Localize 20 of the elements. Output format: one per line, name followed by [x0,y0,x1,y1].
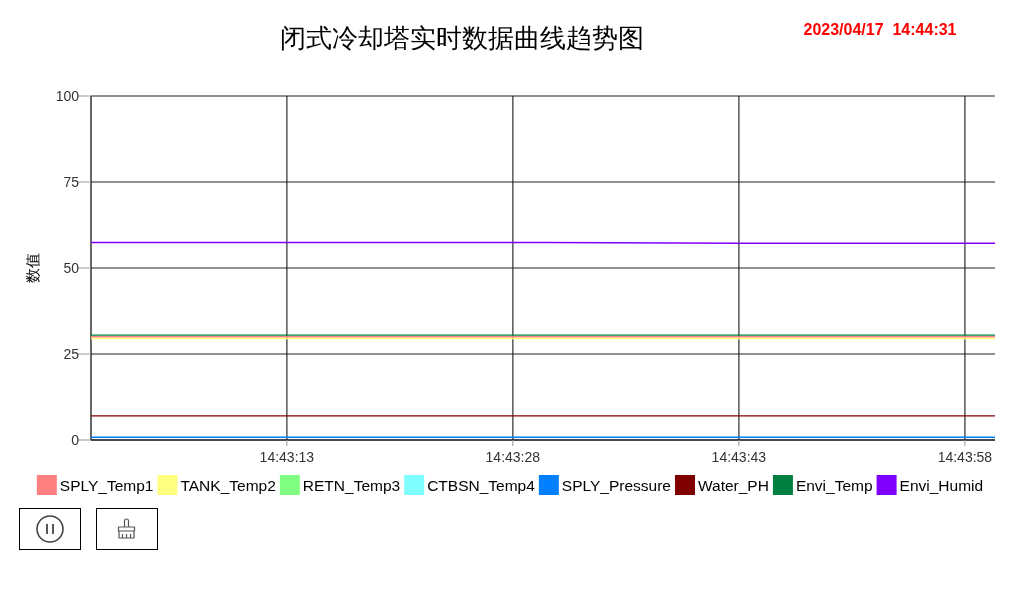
legend-label: RETN_Temp3 [302,476,401,494]
y-tick-label: 100 [55,88,80,104]
y-tick-label: 50 [63,260,80,276]
legend-label: Water_PH [697,476,769,494]
y-tick-label: 0 [71,432,80,448]
x-tick-label: 14:43:13 [259,449,315,465]
legend-label: CTBSN_Temp4 [427,476,536,494]
x-tick-label: 14:43:58 [937,449,993,465]
legend-label: TANK_Temp2 [180,476,276,494]
y-tick-label: 25 [63,346,80,362]
text: 2023/04/17 14:44:31 [803,21,957,38]
legend-label: Envi_Humid [899,476,984,494]
legend-label: Envi_Temp [795,476,873,494]
legend-label: SPLY_Temp1 [59,476,154,494]
legend-label: SPLY_Pressure [561,476,671,494]
chart-title: 闭式冷却塔实时数据曲线趋势图 [280,23,644,53]
y-axis-title: 数值 [24,253,42,283]
x-tick-label: 14:43:43 [711,449,767,465]
y-tick-label: 75 [63,174,80,190]
x-tick-label: 14:43:28 [485,449,541,465]
